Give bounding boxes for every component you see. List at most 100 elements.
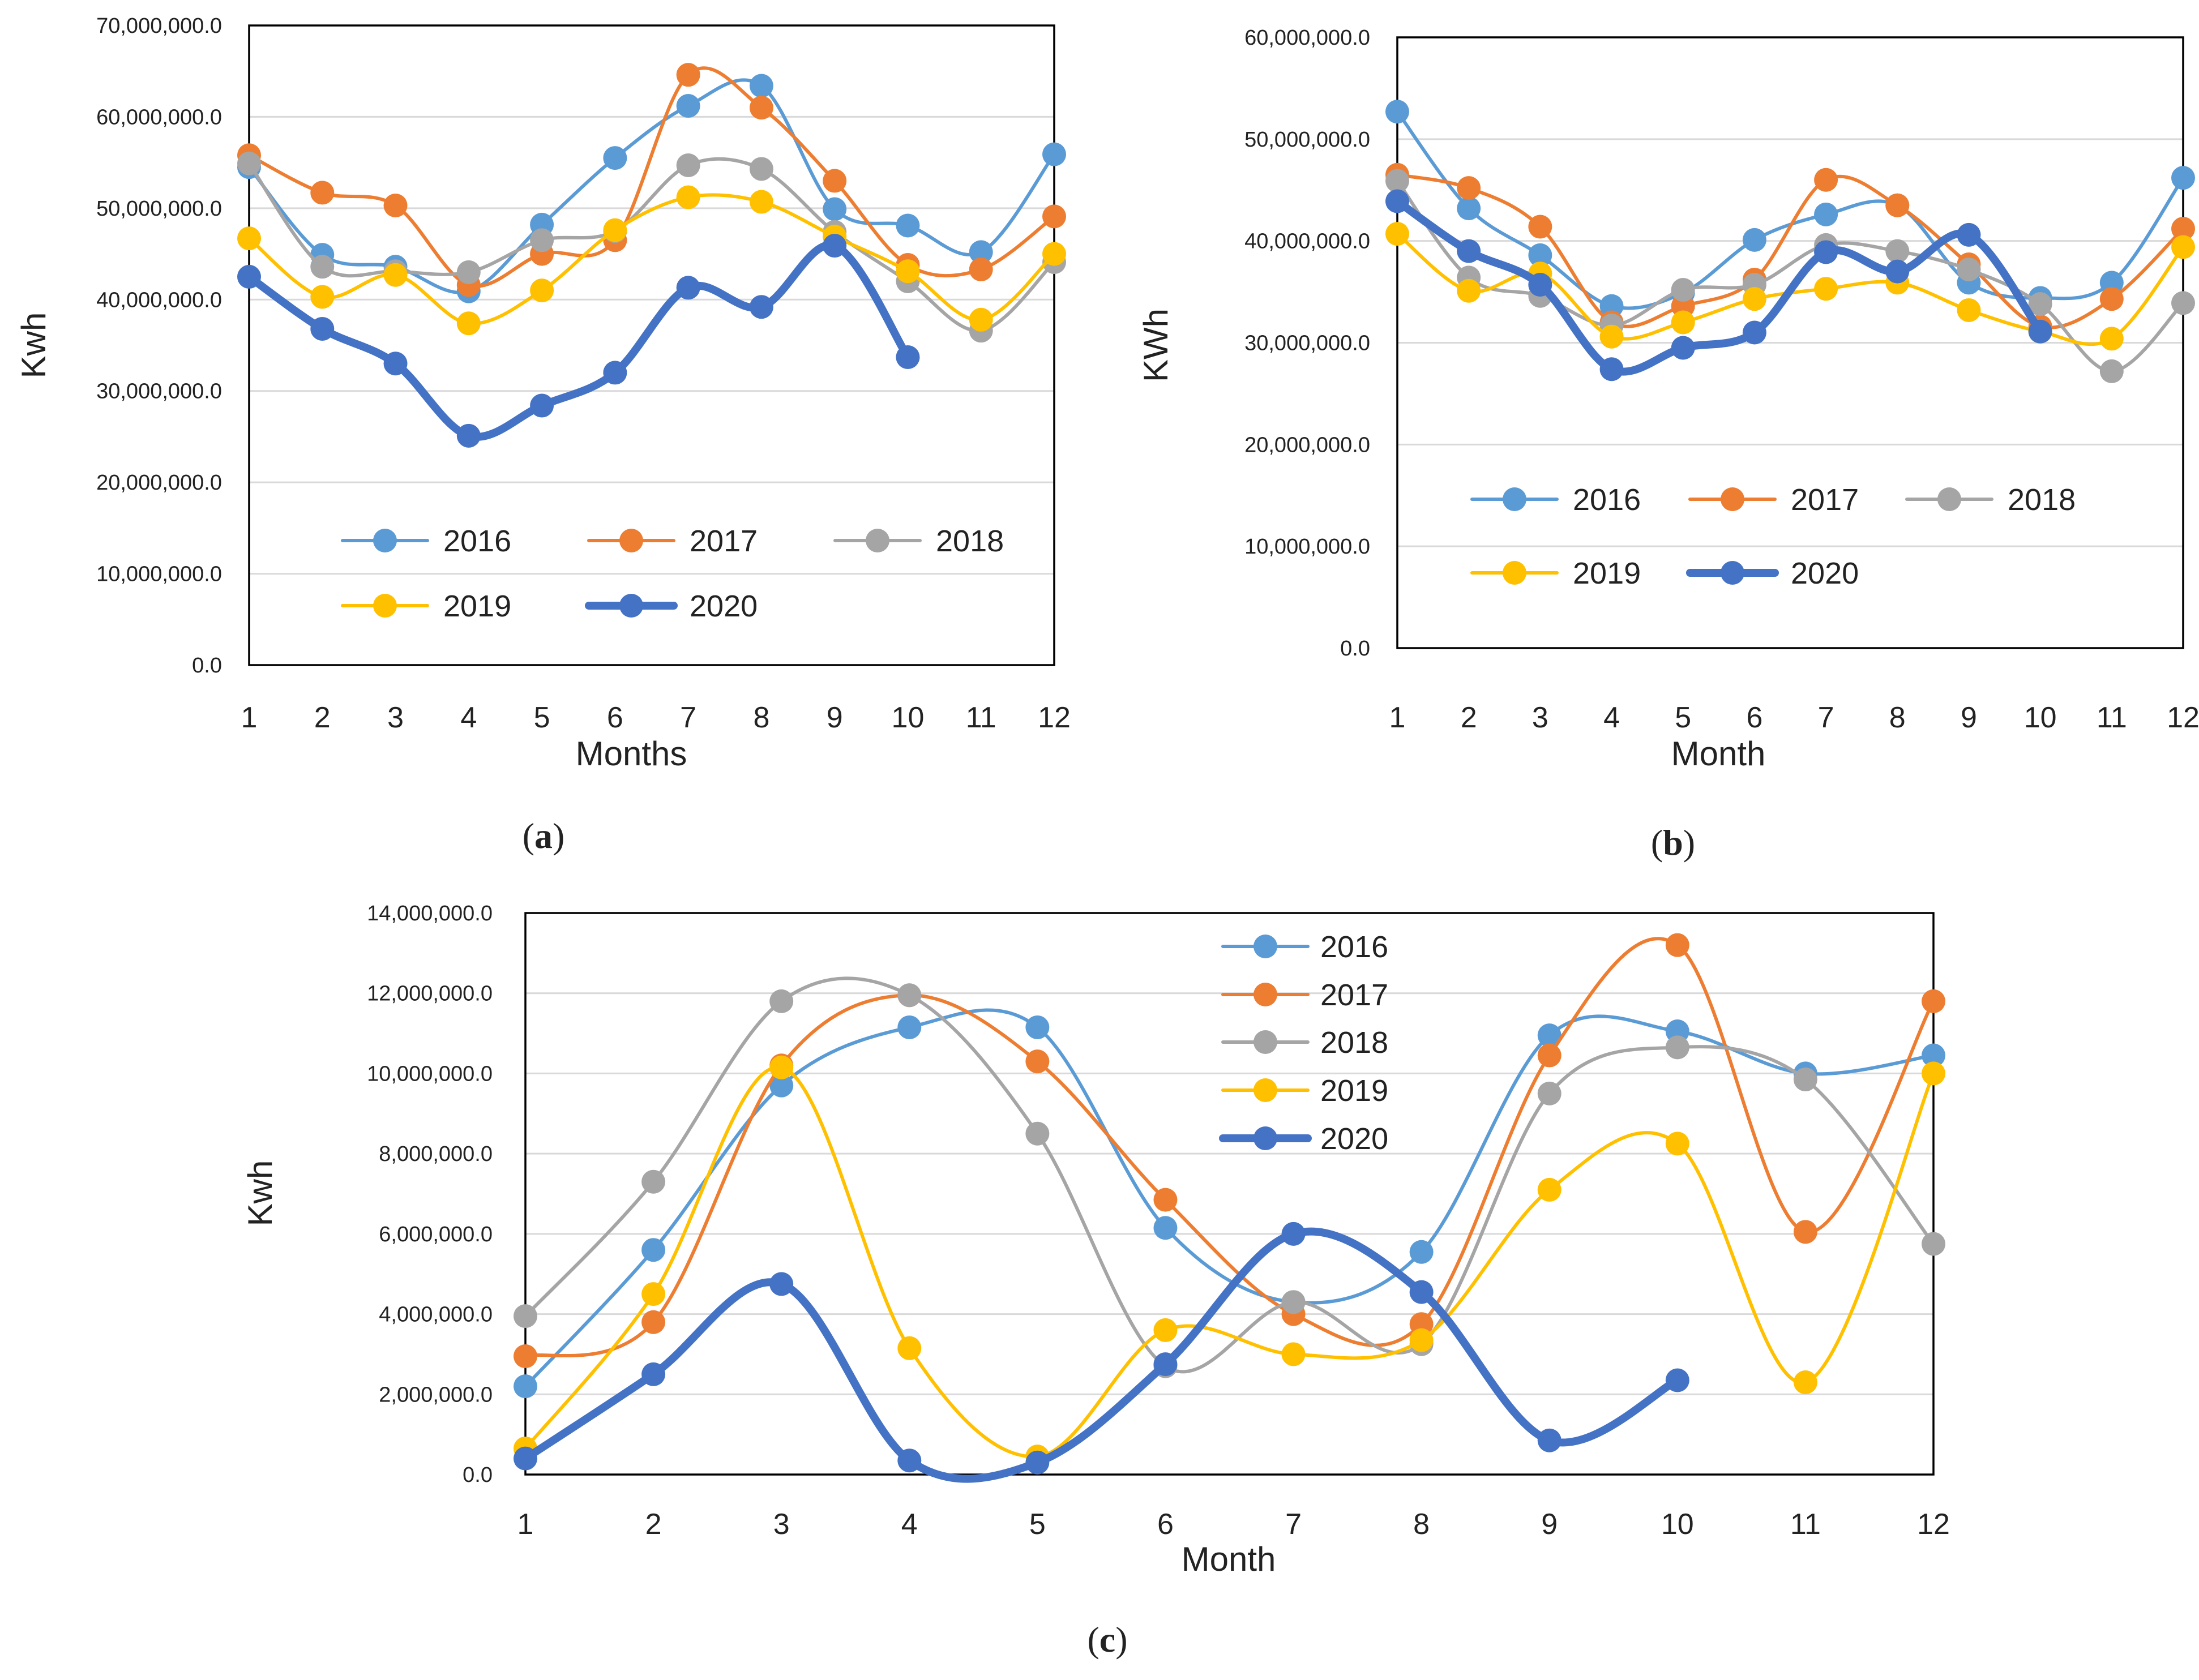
data-point-2019 — [530, 278, 554, 303]
legend-label: 2018 — [2008, 483, 2076, 517]
series-2018 — [1385, 169, 2195, 383]
x-tick-label: 10 — [2024, 701, 2057, 734]
data-point-2018 — [676, 153, 700, 177]
legend-item-2020: 2020 — [1219, 1122, 1388, 1156]
legend-swatch-marker — [1253, 1078, 1277, 1102]
data-point-2016 — [1528, 243, 1552, 267]
y-tick-label: 0.0 — [1340, 637, 1370, 661]
data-point-2018 — [897, 983, 922, 1008]
data-point-2020 — [1814, 240, 1838, 264]
legend-item-2016: 2016 — [1221, 930, 1388, 964]
x-tick-label: 1 — [241, 701, 258, 734]
y-tick-label: 30,000,000.0 — [1244, 332, 1370, 355]
data-point-2019 — [2171, 235, 2195, 259]
x-tick-label: 2 — [1461, 701, 1477, 734]
data-point-2020 — [641, 1362, 666, 1386]
data-point-2019 — [1281, 1342, 1306, 1366]
x-tick-label: 5 — [534, 701, 550, 734]
y-tick-label: 8,000,000.0 — [379, 1142, 493, 1166]
data-point-2017 — [676, 63, 700, 87]
legend: 2016 2017 2018 2019 2020 — [1470, 483, 2076, 590]
series-2017 — [237, 63, 1066, 297]
data-point-2018 — [2028, 292, 2052, 316]
legend-item-2016: 2016 — [341, 524, 511, 558]
data-point-2018 — [2171, 291, 2195, 315]
data-point-2020 — [1885, 259, 1910, 284]
legend-label: 2020 — [1320, 1122, 1388, 1156]
legend-label: 2017 — [1320, 978, 1388, 1012]
legend-item-2017: 2017 — [1688, 483, 1859, 517]
data-point-2020 — [1409, 1280, 1434, 1304]
legend-item-2019: 2019 — [1470, 556, 1641, 590]
series-line-2019 — [524, 1065, 1935, 1459]
legend-swatch-marker — [619, 594, 643, 618]
data-point-2016 — [1409, 1240, 1434, 1264]
y-tick-label: 14,000,000.0 — [367, 902, 493, 925]
data-point-2018 — [1025, 1121, 1050, 1146]
legend-swatch-marker — [1937, 487, 1961, 511]
data-point-2019 — [1537, 1177, 1561, 1202]
x-tick-label: 10 — [892, 701, 925, 734]
legend-label: 2018 — [936, 524, 1004, 558]
y-tick-label: 10,000,000.0 — [367, 1062, 493, 1086]
data-point-2019 — [310, 285, 335, 309]
data-point-2017 — [1922, 989, 1945, 1013]
data-point-2020 — [1281, 1222, 1306, 1246]
data-point-2016 — [641, 1238, 666, 1262]
x-tick-label: 12 — [1917, 1508, 1950, 1541]
data-point-2018 — [530, 228, 554, 252]
x-tick-label: 4 — [901, 1508, 918, 1541]
x-tick-label: 4 — [460, 701, 477, 734]
legend-label: 2019 — [1320, 1074, 1388, 1108]
legend: 2016 2017 2018 2019 2020 — [1219, 930, 1388, 1156]
data-point-2018 — [641, 1169, 666, 1194]
data-point-2019 — [1814, 277, 1838, 301]
y-tick-label: 2,000,000.0 — [379, 1383, 493, 1407]
x-tick-label: 9 — [1961, 701, 1977, 734]
x-tick-label: 8 — [753, 701, 769, 734]
data-point-2020 — [530, 393, 554, 418]
series-line-2017 — [1396, 173, 2185, 329]
legend-item-2018: 2018 — [1905, 483, 2076, 517]
y-tick-label: 12,000,000.0 — [367, 982, 493, 1006]
data-point-2019 — [1671, 310, 1695, 335]
data-point-2016 — [896, 213, 920, 238]
data-point-2018 — [1957, 258, 1981, 282]
data-point-2018 — [310, 255, 335, 279]
data-point-2017 — [969, 258, 993, 282]
data-point-2020 — [897, 1448, 922, 1473]
data-point-2018 — [1922, 1232, 1945, 1256]
panel-c: 0.0 2,000,000.0 4,000,000.0 6,000,000.0 8,00… — [241, 902, 1950, 1578]
x-tick-label: 9 — [827, 701, 843, 734]
y-tick-label: 4,000,000.0 — [379, 1303, 493, 1327]
legend-label: 2020 — [1791, 556, 1859, 590]
y-tick-label: 50,000,000.0 — [1244, 128, 1370, 152]
data-point-2020 — [1742, 320, 1766, 345]
y-axis-title: Kwh — [241, 1160, 279, 1227]
legend-swatch-marker — [1253, 983, 1277, 1006]
caption-a: (a) — [523, 816, 565, 856]
data-point-2019 — [1742, 287, 1766, 311]
data-point-2016 — [1385, 100, 1409, 124]
legend-swatch-marker — [1253, 1030, 1277, 1054]
data-point-2019 — [1457, 278, 1481, 303]
data-point-2019 — [1409, 1328, 1434, 1352]
data-point-2018 — [1885, 239, 1910, 263]
legend-swatch-marker — [1721, 561, 1744, 585]
series-2020 — [1385, 189, 2052, 382]
x-tick-label: 6 — [1746, 701, 1762, 734]
data-point-2017 — [1665, 933, 1689, 957]
data-point-2019 — [749, 190, 773, 214]
data-point-2019 — [237, 226, 261, 251]
legend-item-2020: 2020 — [1686, 556, 1859, 590]
y-axis-title: Kwh — [15, 312, 53, 379]
x-tick-label: 3 — [387, 701, 404, 734]
x-axis-title: Month — [1182, 1540, 1276, 1578]
data-point-2016 — [769, 1073, 794, 1098]
x-tick-label: 2 — [314, 701, 331, 734]
data-point-2019 — [1599, 324, 1624, 349]
y-tick-label: 40,000,000.0 — [96, 288, 222, 312]
data-point-2017 — [1885, 193, 1910, 217]
data-point-2019 — [1957, 298, 1981, 322]
data-point-2019 — [1385, 222, 1409, 246]
